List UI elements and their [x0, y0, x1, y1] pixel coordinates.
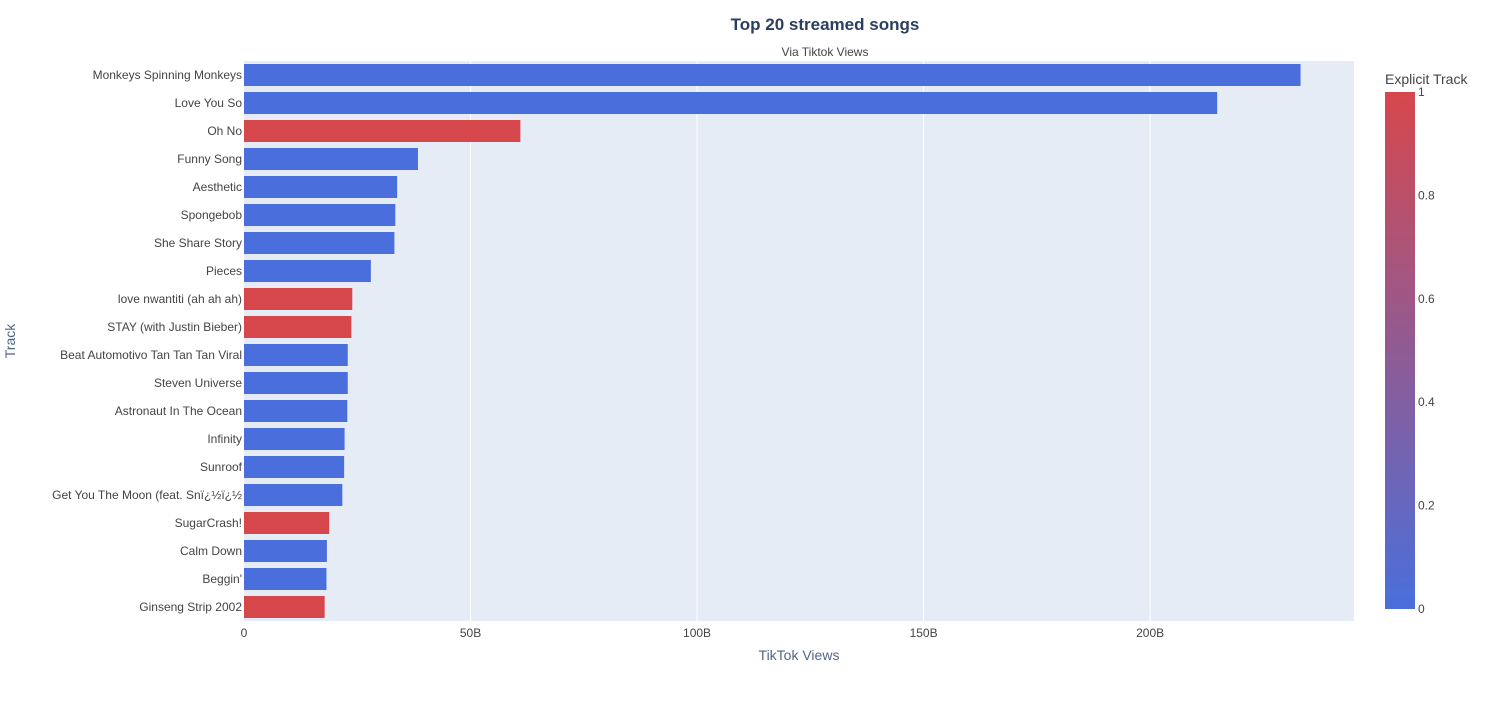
x-axis-title: TikTok Views: [759, 647, 840, 663]
bar[interactable]: [244, 428, 345, 450]
colorbar-ticks: 0 0.2 0.4 0.6 0.8 1: [1418, 85, 1435, 616]
y-tick-label: Steven Universe: [154, 376, 242, 390]
x-tick-label: 50B: [460, 626, 481, 640]
bar[interactable]: [244, 204, 396, 226]
y-tick-label: Beat Automotivo Tan Tan Tan Viral: [60, 348, 242, 362]
bar[interactable]: [244, 372, 348, 394]
y-tick-label: Beggin': [202, 572, 242, 586]
colorbar-title: Explicit Track: [1385, 71, 1468, 87]
y-tick-label: Calm Down: [180, 544, 242, 558]
colorbar: Explicit Track 0 0.2 0.4 0.6 0.8 1: [1385, 71, 1468, 616]
colorbar-tick-label: 0: [1418, 602, 1425, 616]
bar[interactable]: [244, 540, 327, 562]
bar[interactable]: [244, 316, 352, 338]
y-tick-label: Oh No: [207, 124, 242, 138]
y-tick-label: Astronaut In The Ocean: [115, 404, 242, 418]
colorbar-tick-label: 0.4: [1418, 395, 1435, 409]
y-tick-label: Love You So: [175, 96, 243, 110]
bar[interactable]: [244, 344, 348, 366]
chart-subtitle: Via Tiktok Views: [782, 45, 869, 59]
x-tick-label: 0: [241, 626, 248, 640]
y-tick-label: Aesthetic: [193, 180, 242, 194]
y-tick-label: Pieces: [206, 264, 242, 278]
y-axis-title: Track: [2, 323, 18, 358]
colorbar-tick-label: 0.8: [1418, 188, 1435, 202]
y-tick-label: Funny Song: [177, 152, 242, 166]
bars-layer: [244, 64, 1301, 618]
bar[interactable]: [244, 568, 327, 590]
y-tick-label: Spongebob: [181, 208, 243, 222]
bar[interactable]: [244, 512, 330, 534]
x-tick-label: 200B: [1136, 626, 1164, 640]
x-tick-labels: 0 50B 100B 150B 200B: [241, 626, 1164, 640]
chart-title: Top 20 streamed songs: [731, 15, 920, 34]
bar[interactable]: [244, 400, 348, 422]
colorbar-tick-label: 0.2: [1418, 499, 1435, 513]
y-tick-label: STAY (with Justin Bieber): [107, 320, 242, 334]
colorbar-gradient: [1385, 92, 1415, 609]
y-tick-label: Get You The Moon (feat. Snï¿½ï¿½: [52, 488, 242, 502]
bar[interactable]: [244, 120, 521, 142]
bar[interactable]: [244, 260, 371, 282]
y-tick-label: She Share Story: [154, 236, 242, 250]
colorbar-tick-label: 0.6: [1418, 292, 1435, 306]
y-tick-label: SugarCrash!: [175, 516, 242, 530]
x-tick-label: 150B: [910, 626, 938, 640]
y-tick-label: love nwantiti (ah ah ah): [118, 292, 242, 306]
bar[interactable]: [244, 232, 395, 254]
y-tick-labels: Monkeys Spinning Monkeys Love You So Oh No…: [52, 68, 243, 614]
bar[interactable]: [244, 456, 345, 478]
bar[interactable]: [244, 148, 418, 170]
colorbar-tick-label: 1: [1418, 85, 1425, 99]
bar[interactable]: [244, 176, 398, 198]
bar[interactable]: [244, 92, 1218, 114]
y-tick-label: Infinity: [207, 432, 242, 446]
bar[interactable]: [244, 64, 1301, 86]
y-tick-label: Monkeys Spinning Monkeys: [93, 68, 242, 82]
grid-layer: [470, 61, 1151, 621]
plot-area: [244, 61, 1354, 621]
bar[interactable]: [244, 596, 325, 618]
bar[interactable]: [244, 484, 343, 506]
bar[interactable]: [244, 288, 353, 310]
x-tick-label: 100B: [683, 626, 711, 640]
y-tick-label: Ginseng Strip 2002: [139, 600, 242, 614]
y-tick-label: Sunroof: [200, 460, 243, 474]
